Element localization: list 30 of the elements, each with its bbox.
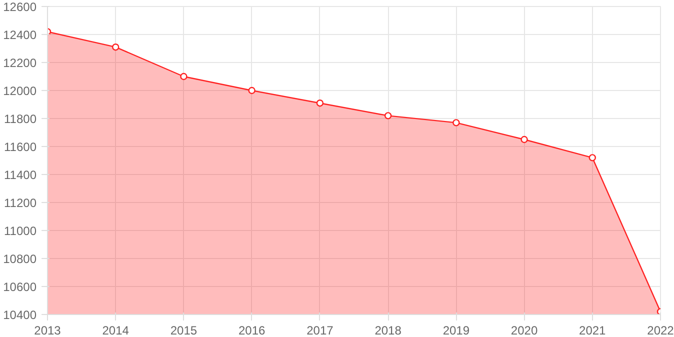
y-tick-label: 10400 bbox=[3, 308, 37, 322]
x-tick-label: 2017 bbox=[306, 324, 334, 337]
y-tick-label: 11000 bbox=[4, 224, 37, 238]
y-tick-label: 11200 bbox=[4, 196, 37, 210]
x-tick-label: 2019 bbox=[442, 324, 470, 337]
x-tick-label: 2013 bbox=[34, 324, 62, 337]
point bbox=[316, 100, 324, 107]
y-tick-label: 12000 bbox=[3, 84, 37, 98]
point bbox=[520, 136, 528, 144]
y-tick-label: 11400 bbox=[4, 168, 37, 182]
y-tick-label: 10600 bbox=[3, 280, 37, 294]
x-tick-label: 2020 bbox=[510, 324, 538, 337]
y-tick-label: 11800 bbox=[4, 112, 37, 126]
x-tick-label: 2015 bbox=[170, 324, 198, 337]
x-tick-label: 2016 bbox=[238, 324, 266, 337]
point bbox=[180, 72, 188, 80]
point bbox=[248, 86, 256, 94]
x-tick-label: 2022 bbox=[647, 324, 674, 337]
point bbox=[112, 44, 120, 51]
x-tick-label: 2014 bbox=[102, 324, 130, 337]
x-tick-label: 2018 bbox=[374, 324, 402, 337]
point bbox=[588, 154, 596, 162]
y-tick-label: 12600 bbox=[3, 0, 37, 14]
y-tick-label: 11600 bbox=[4, 140, 37, 154]
x-tick-label: 2021 bbox=[579, 324, 606, 337]
point bbox=[452, 119, 460, 126]
point bbox=[384, 112, 392, 120]
y-tick-label: 10800 bbox=[3, 252, 37, 266]
y-tick-label: 12200 bbox=[3, 56, 37, 70]
y-tick-label: 12400 bbox=[3, 28, 37, 42]
